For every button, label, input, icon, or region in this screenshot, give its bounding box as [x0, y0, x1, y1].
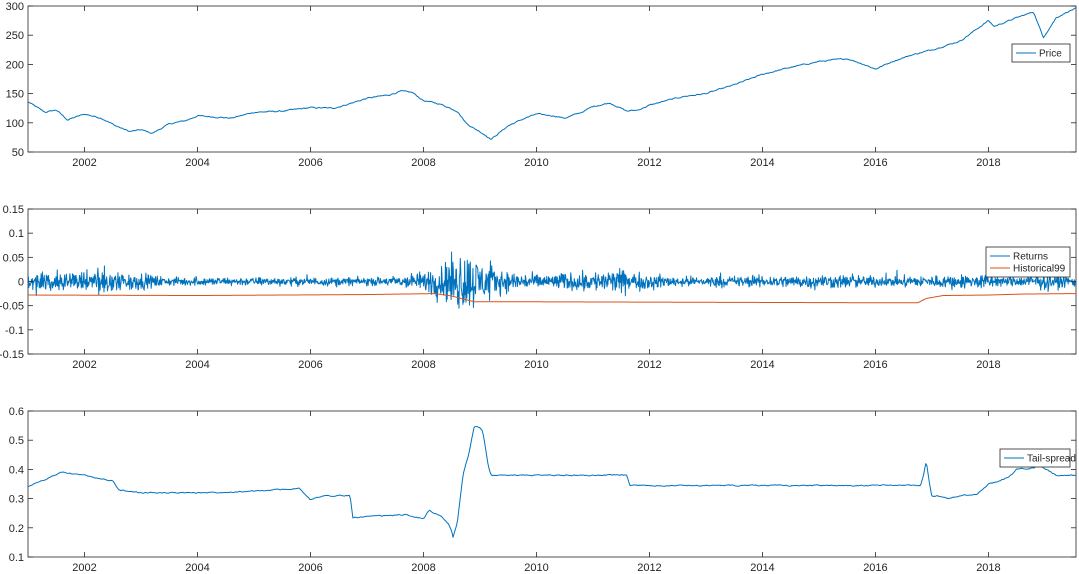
tail-spread-axes: 2002 2004 2006 2008 2010 2012 2014 2016 2018 0.1 0… [9, 406, 1077, 574]
y-tick-label: 0.15 [3, 204, 24, 216]
series-line-returns [28, 251, 1076, 309]
legend: Tail-spread [999, 448, 1076, 468]
y-tick-label: 250 [6, 30, 24, 42]
plot-area [28, 7, 1076, 140]
x-tick-label: 2008 [411, 359, 435, 371]
axes-frame [27, 410, 1077, 558]
legend-label-price: Price [1039, 49, 1062, 60]
x-tick-label: 2006 [298, 562, 322, 574]
x-tick-label: 2010 [524, 157, 548, 169]
x-tick-label: 2002 [72, 562, 96, 574]
plot-area [28, 425, 1076, 538]
x-tick-label: 2010 [524, 562, 548, 574]
plot-area [28, 251, 1076, 309]
axes-frame [27, 5, 1077, 153]
legend: Price [1011, 43, 1071, 63]
x-tick-label: 2004 [185, 562, 209, 574]
x-tick-label: 2014 [750, 157, 774, 169]
y-tick-label: 0.05 [3, 252, 24, 264]
returns-axes: 2002 2004 2006 2008 2010 2012 2014 2016 2018 -0.1… [0, 204, 1077, 371]
x-tick-label: 2012 [637, 359, 661, 371]
legend-label-tail-spread: Tail-spread [1027, 454, 1076, 465]
y-tick-label: 0.2 [9, 523, 24, 535]
legend-label-returns: Returns [1013, 252, 1048, 263]
x-tick-label: 2008 [411, 562, 435, 574]
y-tick-label: -0.15 [0, 349, 24, 361]
y-tick-label: 100 [6, 118, 24, 130]
x-tick-label: 2016 [863, 359, 887, 371]
x-tick-label: 2018 [976, 562, 1000, 574]
x-tick-label: 2014 [750, 562, 774, 574]
y-tick-label: -0.1 [5, 325, 24, 337]
y-tick-label: 0.5 [9, 435, 24, 447]
x-tick-label: 2002 [72, 157, 96, 169]
y-tick-label: 0.4 [9, 464, 24, 476]
x-tick-label: 2004 [185, 359, 209, 371]
x-tick-label: 2010 [524, 359, 548, 371]
x-tick-label: 2006 [298, 157, 322, 169]
y-tick-label: 50 [12, 147, 24, 159]
y-tick-label: -0.05 [0, 301, 24, 313]
y-tick-label: 0.6 [9, 406, 24, 418]
x-tick-label: 2002 [72, 359, 96, 371]
legend-label-historical99: Historical99 [1013, 264, 1066, 275]
y-tick-label: 300 [6, 1, 24, 13]
price-axes: 2002 2004 2006 2008 2010 2012 2014 2016 2018 50 10… [6, 1, 1077, 169]
x-tick-label: 2012 [637, 562, 661, 574]
y-tick-label: 0.1 [9, 228, 24, 240]
series-line-historical99 [28, 293, 1076, 304]
x-tick-label: 2012 [637, 157, 661, 169]
series-line-tail-spread [28, 425, 1076, 538]
x-tick-label: 2008 [411, 157, 435, 169]
x-tick-label: 2016 [863, 157, 887, 169]
x-tick-label: 2004 [185, 157, 209, 169]
x-tick-label: 2006 [298, 359, 322, 371]
y-tick-label: 150 [6, 89, 24, 101]
y-tick-label: 200 [6, 59, 24, 71]
y-tick-label: 0.3 [9, 494, 24, 506]
x-tick-label: 2014 [750, 359, 774, 371]
x-tick-label: 2018 [976, 157, 1000, 169]
y-tick-label: 0.1 [9, 552, 24, 564]
series-line-price [28, 7, 1076, 140]
y-tick-label: 0 [18, 277, 24, 289]
x-tick-label: 2016 [863, 562, 887, 574]
x-tick-label: 2018 [976, 359, 1000, 371]
